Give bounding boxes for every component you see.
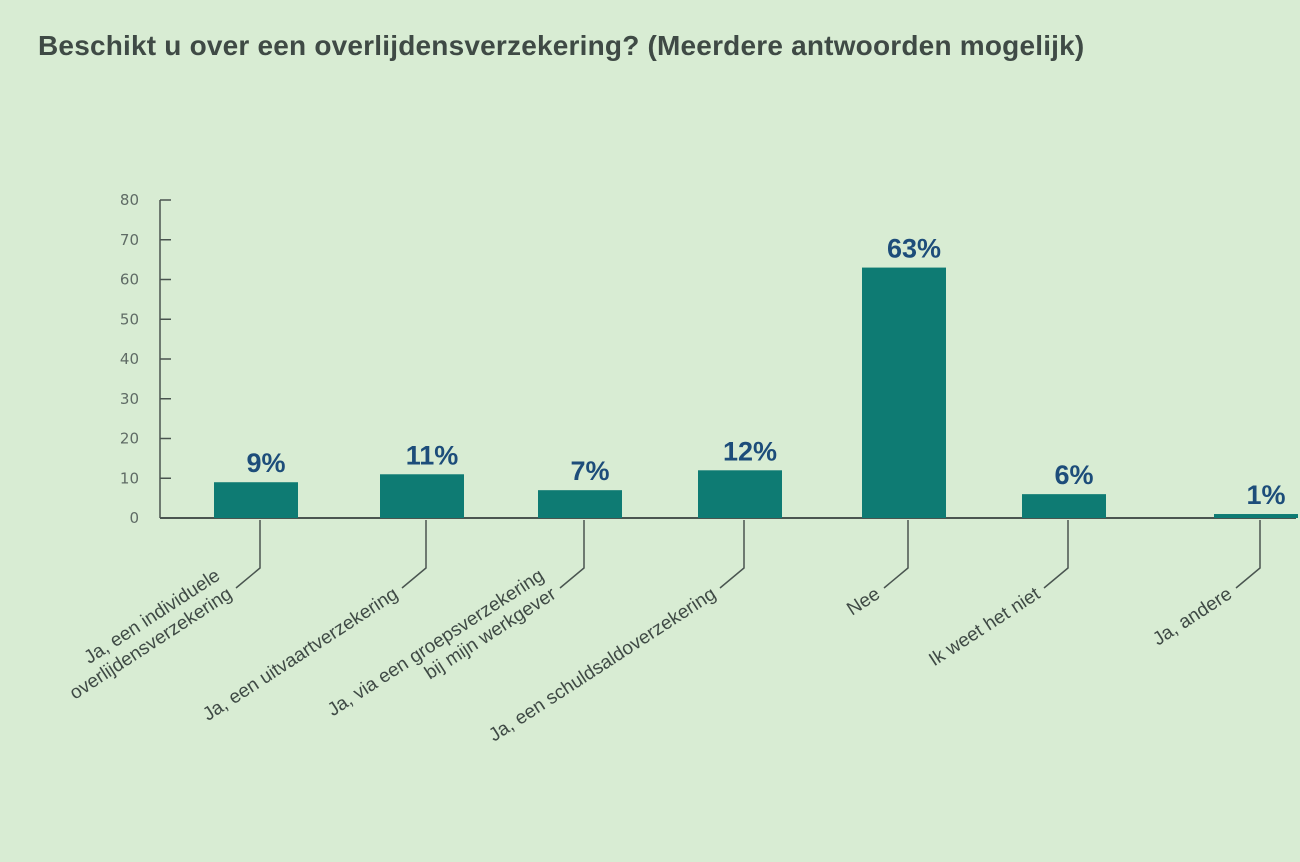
y-tick-label: 40 — [120, 350, 139, 368]
bar — [380, 474, 464, 518]
data-label: 6% — [1054, 460, 1093, 490]
data-label: 11% — [406, 440, 459, 470]
category-leader-line — [559, 520, 585, 589]
category-leader-line — [883, 520, 909, 589]
category-label: Ja, andere — [1149, 584, 1236, 651]
category-leader-line — [401, 520, 427, 589]
category-leader-lines — [235, 520, 1261, 589]
y-tick-label: 80 — [120, 191, 139, 209]
data-label: 9% — [246, 448, 285, 478]
data-labels: 9% 11% 7% 12% 63% 6% 1% — [246, 234, 1285, 510]
data-label: 7% — [570, 456, 609, 486]
chart-title: Beschikt u over een overlijdensverzekeri… — [38, 30, 1085, 61]
bar — [1022, 494, 1106, 518]
bars — [214, 267, 1298, 518]
y-tick-label: 70 — [120, 231, 139, 249]
category-label: Ik weet het niet — [925, 583, 1044, 671]
category-leader-line — [719, 520, 745, 589]
bar — [1214, 514, 1298, 518]
data-label: 1% — [1246, 480, 1285, 510]
y-tick-label: 50 — [120, 310, 139, 328]
category-label-line: Ik weet het niet — [925, 583, 1044, 671]
bar — [862, 267, 946, 518]
category-label-line: Nee — [843, 584, 884, 621]
y-tick-label: 0 — [129, 509, 139, 527]
category-label-line: Ja, andere — [1149, 584, 1236, 651]
bar — [698, 470, 782, 518]
category-labels: Ja, een individueleoverlijdensverzekerin… — [66, 565, 1236, 746]
category-label: Ja, een individueleoverlijdensverzekerin… — [66, 565, 236, 704]
category-leader-line — [235, 520, 261, 589]
category-label-line: Ja, via een groepsverzekering — [324, 565, 548, 721]
y-tick-label: 10 — [120, 469, 139, 487]
category-label: Nee — [843, 584, 884, 621]
category-leader-line — [1235, 520, 1261, 589]
y-axis-ticks: 0 10 20 30 40 50 60 70 80 — [120, 191, 171, 527]
bar — [214, 482, 298, 518]
y-tick-label: 20 — [120, 430, 139, 448]
y-tick-label: 60 — [120, 271, 139, 289]
category-leader-line — [1043, 520, 1069, 589]
bar — [538, 490, 622, 518]
data-label: 12% — [723, 436, 777, 466]
data-label: 63% — [887, 234, 941, 264]
y-tick-label: 30 — [120, 390, 139, 408]
